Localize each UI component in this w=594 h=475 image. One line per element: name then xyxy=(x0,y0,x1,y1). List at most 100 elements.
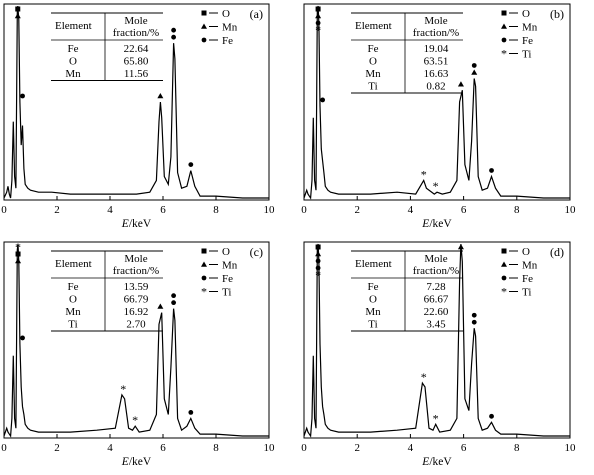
x-axis-label-unit: /keV xyxy=(129,218,152,230)
peak-marker-circle xyxy=(471,63,477,68)
table-cell-value: 65.80 xyxy=(124,56,149,68)
table-cell-element: O xyxy=(369,294,377,306)
table-cell-element: Mn xyxy=(65,306,81,318)
x-tick-label: 6 xyxy=(461,442,467,454)
x-tick-label: 4 xyxy=(408,204,414,216)
table-cell-value: 3.45 xyxy=(426,319,446,331)
legend-marker-triangle xyxy=(201,23,207,29)
table-cell-element: O xyxy=(369,56,377,68)
legend-entry: O xyxy=(522,8,530,20)
x-axis-label-symbol: E xyxy=(121,218,129,230)
peak-marker-triangle xyxy=(15,258,22,264)
table-cell-element: Fe xyxy=(68,43,79,55)
peak-marker-triangle xyxy=(157,93,164,99)
legend-marker-asterisk: * xyxy=(501,47,507,61)
table-header-mole: Mole xyxy=(424,15,447,27)
legend-entry: O xyxy=(222,8,230,20)
peak-marker-square xyxy=(315,6,321,12)
peak-marker-circle xyxy=(171,27,177,33)
panel-label: (c) xyxy=(250,245,263,259)
table-cell-value: 16.92 xyxy=(124,306,149,318)
peak-marker-square xyxy=(15,251,21,257)
x-tick-label: 2 xyxy=(54,204,60,216)
table-header-mole: Mole xyxy=(124,253,147,265)
peak-marker-asterisk: * xyxy=(421,370,427,384)
peak-marker-asterisk: * xyxy=(315,268,321,282)
peak-marker-circle xyxy=(315,20,321,26)
table-header-element: Element xyxy=(55,258,92,270)
table-header-mole: Mole xyxy=(424,253,447,265)
peak-marker-circle xyxy=(315,265,321,271)
peak-marker-triangle xyxy=(457,244,464,250)
legend-entry: Fe xyxy=(222,35,233,47)
peak-marker-triangle xyxy=(315,251,322,257)
table-cell-element: Ti xyxy=(368,81,377,93)
legend-marker-circle xyxy=(501,37,507,43)
x-tick-label: 0 xyxy=(301,442,307,454)
peak-marker-circle xyxy=(171,300,177,306)
table-cell-element: O xyxy=(69,56,77,68)
x-axis-label: E/keV xyxy=(121,218,152,230)
legend-marker-square xyxy=(501,10,507,16)
table-cell-value: 13.59 xyxy=(124,281,149,293)
table-cell-value: 66.79 xyxy=(124,294,149,306)
x-axis-label-unit: /keV xyxy=(429,456,452,468)
legend-entry: Mn xyxy=(522,260,538,272)
x-axis-label-unit: /keV xyxy=(129,456,152,468)
table-cell-element: Fe xyxy=(68,281,79,293)
table-cell-value: 0.82 xyxy=(426,81,445,93)
peak-marker-circle xyxy=(315,258,321,264)
peak-marker-triangle xyxy=(157,303,164,309)
x-tick-label: 2 xyxy=(354,442,360,454)
peak-marker-asterisk: * xyxy=(421,167,427,181)
x-axis-label: E/keV xyxy=(421,218,452,230)
table-header-fraction: fraction/% xyxy=(413,265,459,277)
x-tick-label: 10 xyxy=(565,442,577,454)
spectrum-line xyxy=(3,243,269,438)
peak-marker-asterisk: * xyxy=(120,382,126,396)
spectrum-line xyxy=(303,5,570,200)
x-axis-label: E/keV xyxy=(121,456,152,468)
legend-entry: Fe xyxy=(522,35,533,47)
peak-marker-asterisk: * xyxy=(132,413,138,427)
x-axis-label: E/keV xyxy=(421,456,452,468)
table-cell-value: 19.04 xyxy=(424,43,449,55)
x-tick-label: 10 xyxy=(264,442,276,454)
peak-marker-square xyxy=(15,6,21,12)
plot-frame xyxy=(303,3,571,201)
x-tick-label: 6 xyxy=(461,204,467,216)
table-cell-element: Ti xyxy=(368,319,377,331)
legend-entry: Fe xyxy=(522,273,533,285)
plot-frame xyxy=(3,241,270,439)
x-tick-label: 0 xyxy=(1,204,7,216)
peak-marker-circle xyxy=(489,413,494,419)
peak-marker-asterisk: * xyxy=(15,240,21,254)
peak-marker-circle xyxy=(171,34,177,40)
table-cell-element: Mn xyxy=(365,306,381,318)
plot-frame xyxy=(3,3,270,201)
peak-marker-triangle xyxy=(471,69,478,75)
legend-marker-triangle xyxy=(201,261,207,267)
peak-marker-circle xyxy=(320,97,326,103)
x-tick-label: 0 xyxy=(1,442,7,454)
table-header-element: Element xyxy=(55,20,92,32)
legend-entry: Ti xyxy=(522,49,531,61)
x-tick-label: 6 xyxy=(160,442,166,454)
table-header-element: Element xyxy=(355,258,392,270)
legend-marker-circle xyxy=(201,275,207,281)
x-tick-label: 2 xyxy=(54,442,60,454)
table-cell-value: 2.70 xyxy=(126,319,146,331)
table-cell-element: Mn xyxy=(365,68,381,80)
legend-marker-square xyxy=(201,248,207,254)
peak-marker-circle xyxy=(471,312,477,318)
x-tick-label: 4 xyxy=(107,204,113,216)
x-tick-label: 6 xyxy=(160,204,166,216)
x-tick-label: 4 xyxy=(408,442,414,454)
table-cell-element: Ti xyxy=(68,319,77,331)
x-tick-label: 0 xyxy=(301,204,307,216)
table-header-mole: Mole xyxy=(124,15,147,27)
legend-entry: O xyxy=(222,246,230,258)
